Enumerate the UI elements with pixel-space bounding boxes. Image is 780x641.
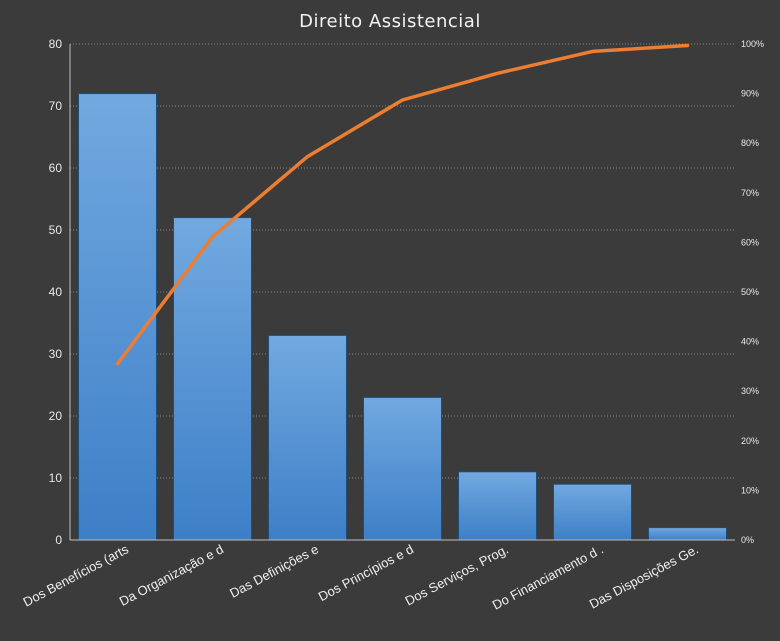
y2-tick-label: 80% xyxy=(741,138,759,148)
bar xyxy=(648,527,727,541)
y-tick-label: 60 xyxy=(49,161,63,175)
chart-title: Direito Assistencial xyxy=(299,11,481,32)
bar xyxy=(268,334,347,541)
x-tick-label: Das Definições e xyxy=(227,541,321,600)
y2-tick-label: 10% xyxy=(741,485,759,495)
y-tick-label: 50 xyxy=(49,223,63,237)
y2-tick-label: 60% xyxy=(741,237,759,247)
y-tick-label: 70 xyxy=(49,99,63,113)
y2-tick-label: 20% xyxy=(741,436,759,446)
y2-tick-label: 40% xyxy=(741,337,759,347)
y2-tick-label: 70% xyxy=(741,188,759,198)
y-tick-label: 10 xyxy=(49,471,63,485)
y-tick-label: 20 xyxy=(49,409,63,423)
y-tick-label: 40 xyxy=(49,285,63,299)
y-tick-label: 30 xyxy=(49,347,63,361)
bar xyxy=(553,483,632,541)
y-tick-label: 0 xyxy=(55,533,62,547)
y2-tick-label: 0% xyxy=(741,535,754,545)
bar xyxy=(363,396,442,541)
y2-tick-label: 100% xyxy=(741,39,764,49)
y2-tick-label: 30% xyxy=(741,386,759,396)
line-layer xyxy=(115,43,690,366)
x-tick-label: Dos Princípios e d xyxy=(316,541,416,604)
x-tick-label: Dos Benefícios (arts xyxy=(21,541,132,609)
x-tick-label: Da Organização e d xyxy=(117,541,226,609)
bar xyxy=(78,93,157,541)
bars-layer xyxy=(78,93,727,541)
bar xyxy=(458,471,537,541)
y2-tick-label: 90% xyxy=(741,89,759,99)
y-tick-label: 80 xyxy=(49,37,63,51)
y2-tick-label: 50% xyxy=(741,287,759,297)
cumulative-line xyxy=(115,43,690,366)
bar xyxy=(173,217,252,541)
axes-layer xyxy=(69,44,735,541)
